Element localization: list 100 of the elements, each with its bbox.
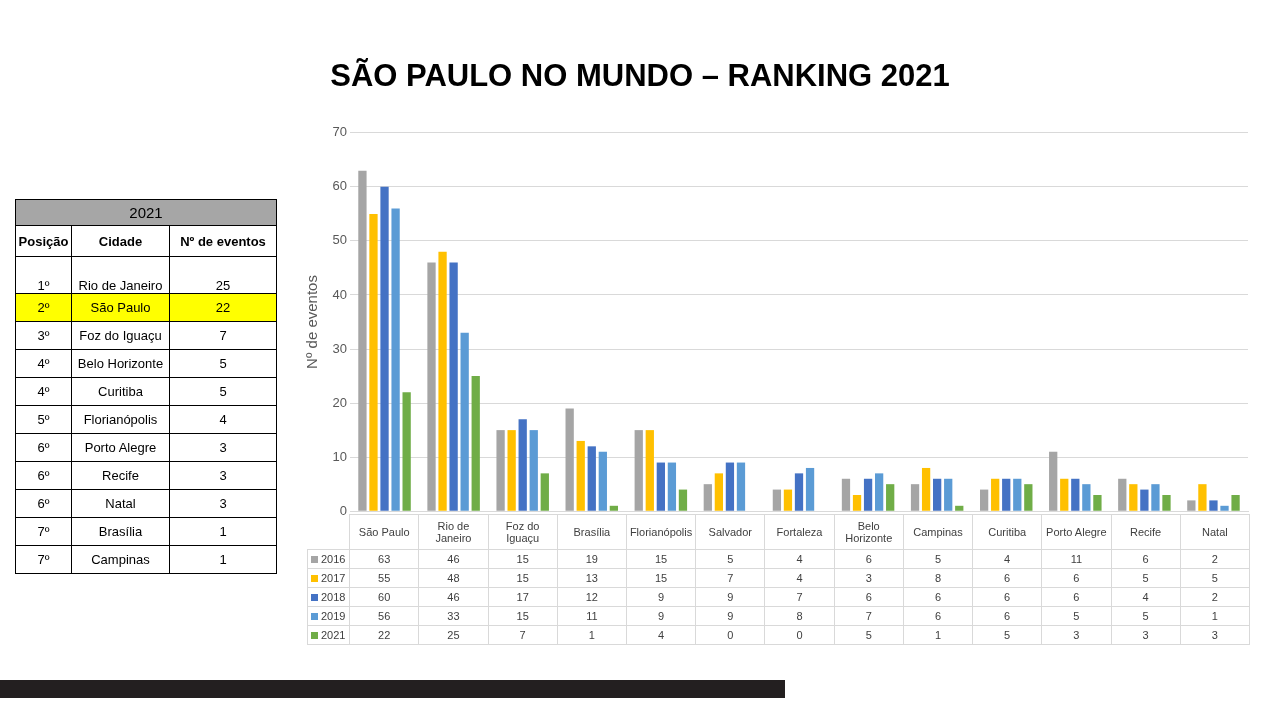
- bar: [1187, 500, 1196, 511]
- category-label: Recife: [71, 461, 170, 490]
- bar: [714, 473, 724, 511]
- data-label: 6: [903, 606, 973, 626]
- legend-label: 2021: [321, 629, 346, 641]
- data-label: 3: [169, 433, 277, 462]
- data-label: 8: [764, 606, 835, 626]
- bar: [609, 505, 619, 511]
- legend-label: 2017: [321, 572, 346, 584]
- data-label: 5: [169, 377, 277, 406]
- data-label: 6: [1041, 568, 1111, 588]
- category-label: Belo Horizonte: [71, 349, 170, 378]
- x-tick-label: Rio de Janeiro: [418, 514, 489, 550]
- category-label: São Paulo: [71, 293, 170, 322]
- legend-label: 2016: [321, 553, 346, 565]
- data-label: 17: [488, 587, 558, 607]
- bar: [667, 462, 677, 511]
- bar: [794, 473, 804, 511]
- x-tick-label: Foz do Iguaçu: [488, 514, 558, 550]
- category-label: 2º: [37, 300, 50, 315]
- bar: [1162, 494, 1171, 511]
- text: Nº de eventos: [169, 225, 277, 257]
- category-label: Rio de Janeiro: [71, 256, 170, 294]
- bar: [991, 478, 1000, 511]
- data-label: 7: [764, 587, 835, 607]
- category-label: 6º: [37, 496, 50, 511]
- bar: [1209, 500, 1218, 511]
- chart-title: SÃO PAULO NO MUNDO – RANKING 2021: [329, 58, 951, 94]
- data-label: 6: [834, 587, 904, 607]
- data-label: 3: [1180, 625, 1250, 645]
- bar: [933, 478, 942, 511]
- data-label: 6: [903, 587, 973, 607]
- y-tick-label: 10: [332, 448, 347, 464]
- data-label: 56: [349, 606, 419, 626]
- bar: [645, 430, 654, 511]
- y-tick-label: 40: [332, 286, 347, 302]
- data-label: 22: [349, 625, 419, 645]
- x-tick-label: Belo Horizonte: [834, 514, 904, 550]
- x-tick-label: Recife: [1111, 514, 1181, 550]
- data-label: 25: [169, 256, 277, 294]
- data-label: 5: [1180, 568, 1250, 588]
- y-tick-label: 70: [332, 124, 347, 140]
- bar: [496, 430, 505, 511]
- bar: [427, 262, 436, 511]
- y-tick-label: 50: [332, 232, 347, 248]
- data-label: 3: [169, 489, 277, 518]
- bar: [438, 251, 447, 511]
- x-tick-label: Curitiba: [972, 514, 1042, 550]
- data-label: 4: [972, 549, 1042, 569]
- x-tick-label: São Paulo: [349, 514, 419, 550]
- category-label: 7º: [37, 552, 50, 567]
- x-tick-label: Fortaleza: [764, 514, 835, 550]
- data-label: 15: [626, 549, 696, 569]
- data-label: 9: [626, 606, 696, 626]
- bar: [979, 489, 989, 511]
- bar: [565, 408, 574, 511]
- data-label: 3: [834, 568, 904, 588]
- y-tick-label: 60: [332, 178, 347, 194]
- bar: [1049, 451, 1058, 511]
- category-label: 4º: [37, 384, 50, 399]
- x-tick-label: Campinas: [903, 514, 973, 550]
- bar: [678, 489, 688, 511]
- data-label: 6: [972, 568, 1042, 588]
- bar: [358, 170, 367, 511]
- category-label: 6º: [37, 440, 50, 455]
- category-label: 1º: [37, 278, 50, 293]
- data-label: 5: [695, 549, 765, 569]
- y-tick-label: 30: [332, 340, 347, 356]
- data-label: 5: [972, 625, 1042, 645]
- bar: [1118, 478, 1127, 511]
- data-label: 7: [169, 321, 277, 350]
- data-label: 55: [349, 568, 419, 588]
- data-label: 9: [626, 587, 696, 607]
- data-label: 1: [169, 545, 277, 574]
- x-tick-label: Porto Alegre: [1041, 514, 1111, 550]
- data-label: 46: [418, 549, 489, 569]
- bar: [449, 262, 458, 511]
- data-label: 4: [764, 568, 835, 588]
- data-label: 3: [169, 461, 277, 490]
- bar: [874, 473, 884, 511]
- data-label: 8: [903, 568, 973, 588]
- bar: [955, 505, 964, 511]
- data-label: 5: [1041, 606, 1111, 626]
- bar: [1013, 478, 1022, 511]
- bar: [634, 430, 643, 511]
- bar: [1024, 484, 1033, 511]
- bar: [529, 430, 538, 511]
- bar: [1060, 478, 1069, 511]
- bar: [1129, 484, 1138, 511]
- bar: [460, 332, 469, 511]
- data-label: 4: [169, 405, 277, 434]
- data-label: 25: [418, 625, 489, 645]
- data-label: 4: [626, 625, 696, 645]
- data-label: 7: [695, 568, 765, 588]
- legend-label: 2019: [321, 610, 346, 622]
- bar: [1220, 505, 1229, 511]
- bar: [736, 462, 746, 511]
- text: 2021: [15, 199, 277, 226]
- data-label: 5: [903, 549, 973, 569]
- bar: [369, 213, 378, 511]
